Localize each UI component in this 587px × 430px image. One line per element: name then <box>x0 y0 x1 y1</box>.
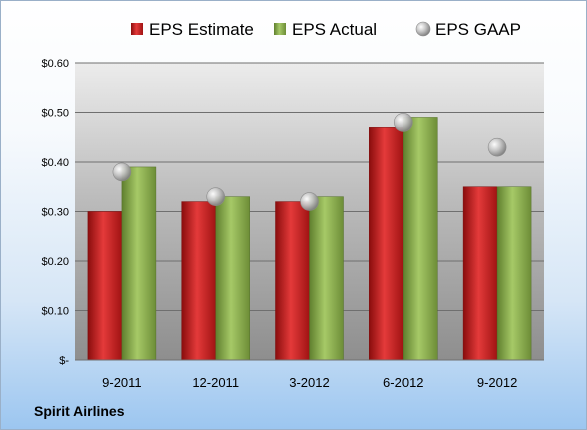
y-tick-label: $0.20 <box>41 256 69 268</box>
actual-bar <box>496 186 532 361</box>
legend-label: EPS Estimate <box>149 20 254 39</box>
estimate-bar <box>181 201 216 361</box>
x-tick-label: 12-2011 <box>192 375 239 390</box>
y-tick-label: $- <box>59 355 69 367</box>
y-tick-label: $0.60 <box>41 58 69 70</box>
x-tick-label: 3-2012 <box>289 375 329 390</box>
actual-bar <box>403 117 438 361</box>
actual-bar <box>121 166 157 361</box>
estimate-bar <box>87 211 123 361</box>
gaap-marker <box>112 162 132 182</box>
x-tick-label: 6-2012 <box>383 375 423 390</box>
y-tick-label: $0.10 <box>41 306 69 318</box>
gaap-marker <box>487 137 507 157</box>
legend-label: EPS GAAP <box>435 20 521 39</box>
gaap-marker <box>206 187 225 206</box>
actual-bar <box>309 196 344 361</box>
gaap-marker <box>300 192 319 211</box>
legend-swatch <box>415 21 431 37</box>
estimate-bar <box>275 201 310 361</box>
gaap-marker <box>393 113 413 132</box>
actual-bar <box>215 196 250 361</box>
estimate-bar <box>369 127 404 361</box>
y-tick-label: $0.40 <box>41 157 69 169</box>
estimate-bar <box>462 186 498 361</box>
legend-swatch <box>131 23 143 35</box>
y-tick-label: $0.30 <box>41 207 69 219</box>
company-name: Spirit Airlines <box>34 403 125 419</box>
y-tick-label: $0.50 <box>41 108 69 120</box>
x-tick-label: 9-2012 <box>477 375 517 390</box>
x-tick-label: 9-2011 <box>102 375 142 390</box>
legend-label: EPS Actual <box>292 20 377 39</box>
legend-swatch <box>274 23 286 35</box>
